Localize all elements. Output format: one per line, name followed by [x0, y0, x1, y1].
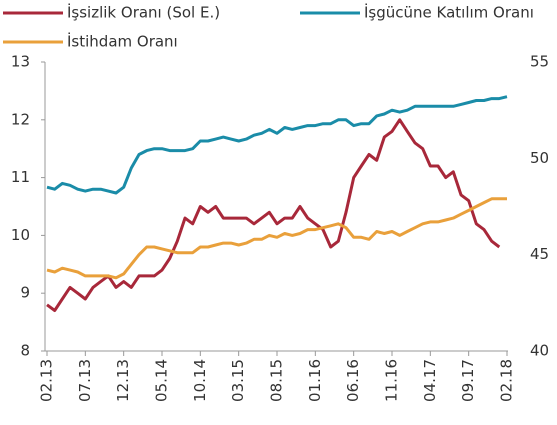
- x-tick-label: 03.15: [229, 359, 247, 402]
- x-tick-label: 11.16: [383, 359, 401, 402]
- series-line: [46, 118, 501, 312]
- y-tick-label: 9: [20, 284, 30, 302]
- y-tick-label: 10: [11, 226, 30, 244]
- y2-tick-label: 45: [530, 245, 549, 263]
- series-line: [46, 95, 508, 195]
- y2-tick-label: 55: [530, 53, 549, 71]
- x-tick-label: 02.18: [498, 359, 516, 402]
- series-line: [46, 197, 507, 280]
- x-tick-label: 08.15: [268, 359, 286, 402]
- x-tick-label: 09.17: [459, 359, 477, 402]
- x-tick-label: 04.17: [421, 359, 439, 402]
- x-tick-label: 06.16: [344, 359, 362, 402]
- legend-label: İşsizlik Oranı (Sol E.): [67, 3, 220, 22]
- y2-tick-label: 50: [530, 149, 549, 167]
- x-tick-label: 05.14: [153, 359, 171, 402]
- x-tick-label: 07.13: [76, 359, 94, 402]
- y2-tick-label: 40: [530, 342, 549, 360]
- legend-label: İşgücüne Katılım Oranı: [364, 3, 534, 22]
- y-tick-label: 12: [11, 110, 30, 128]
- x-tick-label: 01.16: [306, 359, 324, 402]
- y-tick-label: 11: [11, 168, 30, 186]
- x-tick-label: 10.14: [191, 359, 209, 402]
- legend-label: İstihdam Oranı: [67, 32, 178, 51]
- x-tick-label: 02.13: [38, 359, 56, 402]
- x-tick-label: 12.13: [114, 359, 132, 402]
- y-tick-label: 13: [11, 53, 30, 71]
- y-tick-label: 8: [20, 342, 30, 360]
